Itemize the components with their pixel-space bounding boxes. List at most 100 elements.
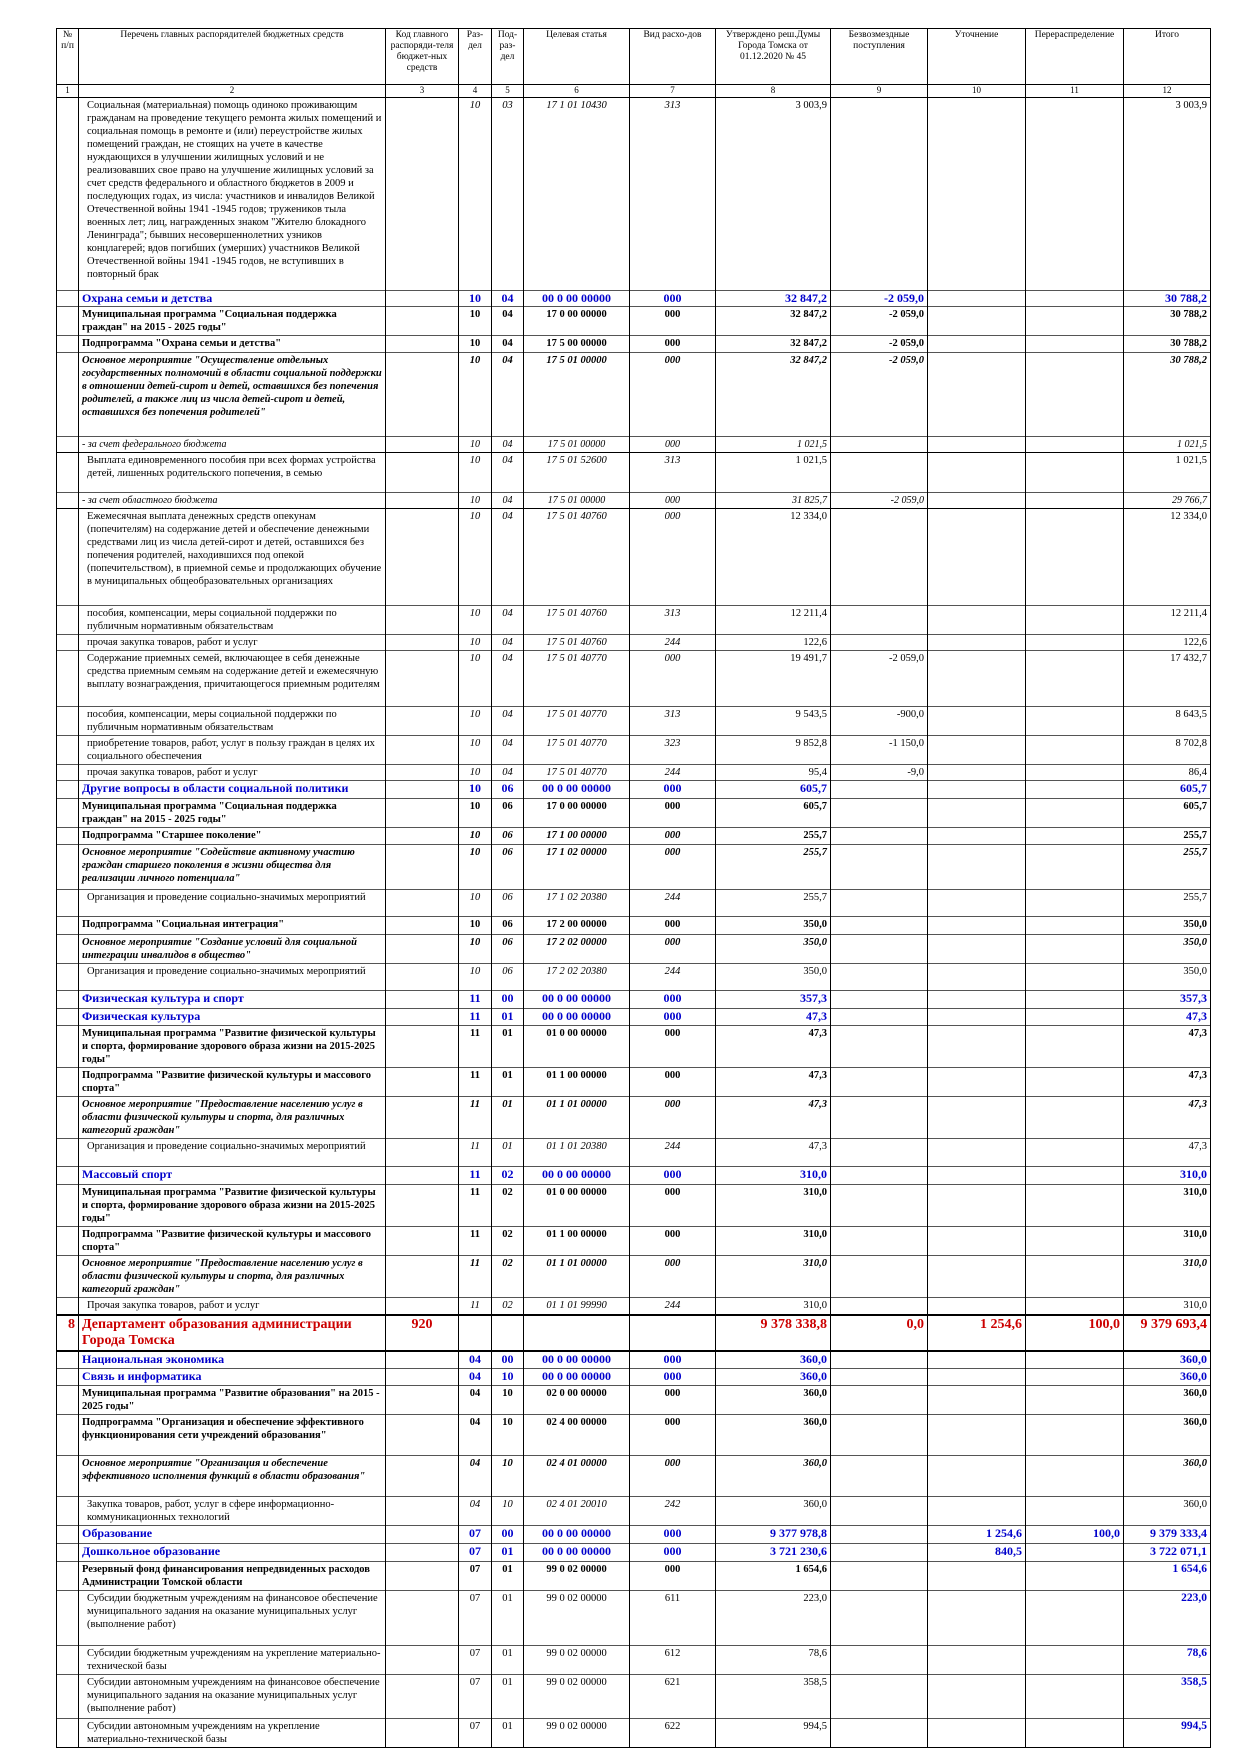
- item-name: Закупка товаров, работ, услуг в сфере ин…: [78, 1496, 386, 1526]
- table-cell: 0,0: [830, 1313, 928, 1352]
- table-cell: 86,4: [1123, 764, 1211, 781]
- table-cell: [385, 827, 459, 845]
- column-number: 1: [56, 84, 79, 98]
- table-cell: 04: [491, 706, 524, 736]
- table-cell: 10: [458, 735, 492, 765]
- table-cell: [830, 1297, 928, 1315]
- table-cell: 02 0 00 00000: [523, 1385, 630, 1415]
- table-cell: [385, 1008, 459, 1026]
- table-cell: 611: [629, 1590, 716, 1646]
- table-cell: 255,7: [1123, 889, 1211, 917]
- table-cell: [830, 889, 928, 917]
- table-cell: [1025, 1138, 1124, 1167]
- table-cell: 10: [458, 335, 492, 353]
- table-cell: 17 5 01 00000: [523, 492, 630, 509]
- table-cell: [830, 1385, 928, 1415]
- table-cell: [385, 97, 459, 291]
- item-name: Подпрограмма "Охрана семьи и детства": [78, 335, 386, 353]
- table-cell: 10: [458, 452, 492, 493]
- table-cell: 47,3: [715, 1096, 831, 1139]
- header-cell: Итого: [1123, 28, 1211, 85]
- table-cell: [1025, 798, 1124, 828]
- table-cell: [927, 97, 1026, 291]
- table-cell: 17 1 01 10430: [523, 97, 630, 291]
- table-cell: 01 1 01 99990: [523, 1297, 630, 1315]
- table-cell: [385, 934, 459, 964]
- item-name: - за счет федерального бюджета: [78, 436, 386, 453]
- table-cell: 47,3: [715, 1025, 831, 1068]
- item-name: Национальная экономика: [78, 1350, 386, 1369]
- table-cell: 244: [629, 1297, 716, 1315]
- table-cell: 47,3: [715, 1067, 831, 1097]
- item-name: Подпрограмма "Организация и обеспечение …: [78, 1414, 386, 1456]
- item-name: прочая закупка товаров, работ и услуг: [78, 764, 386, 781]
- table-cell: 17 5 01 00000: [523, 436, 630, 453]
- table-row: Подпрограмма "Охрана семьи и детства" 10 0…: [56, 335, 1211, 353]
- table-cell: 920: [385, 1313, 459, 1352]
- table-cell: 000: [629, 1184, 716, 1227]
- table-cell: 32 847,2: [715, 352, 831, 437]
- table-row: Организация и проведение социально-значи…: [56, 963, 1211, 991]
- table-cell: [56, 1414, 79, 1456]
- table-cell: 06: [491, 889, 524, 917]
- table-cell: 10: [458, 934, 492, 964]
- table-row: Другие вопросы в области социальной поли…: [56, 780, 1211, 799]
- table-cell: [830, 1350, 928, 1369]
- table-cell: [1025, 650, 1124, 707]
- table-cell: [1025, 780, 1124, 799]
- table-row: Охрана семьи и детства 10 04 00 0 00 00000 0…: [56, 290, 1211, 307]
- table-row: Основное мероприятие "Содействие активно…: [56, 844, 1211, 890]
- table-row: Организация и проведение социально-значи…: [56, 889, 1211, 917]
- table-cell: 04: [491, 306, 524, 336]
- table-cell: 3 722 071,1: [1123, 1543, 1211, 1562]
- table-cell: [830, 605, 928, 635]
- item-name: Основное мероприятие "Осуществление отде…: [78, 352, 386, 437]
- table-cell: 04: [491, 764, 524, 781]
- table-cell: 17 1 02 00000: [523, 844, 630, 890]
- table-cell: 223,0: [715, 1590, 831, 1646]
- item-name: пособия, компенсации, меры социальной по…: [78, 605, 386, 635]
- table-cell: 06: [491, 844, 524, 890]
- table-cell: 255,7: [715, 889, 831, 917]
- table-cell: [385, 634, 459, 651]
- table-cell: 244: [629, 963, 716, 991]
- item-name: Муниципальная программа "Социальная подд…: [78, 306, 386, 336]
- table-cell: [56, 706, 79, 736]
- header-cell: Вид расхо-дов: [629, 28, 716, 85]
- table-cell: [56, 492, 79, 509]
- table-cell: [1025, 764, 1124, 781]
- table-cell: 350,0: [715, 934, 831, 964]
- table-cell: 31 825,7: [715, 492, 831, 509]
- table-cell: 11: [458, 1008, 492, 1026]
- table-cell: [629, 1313, 716, 1352]
- table-cell: 244: [629, 889, 716, 917]
- table-cell: 323: [629, 735, 716, 765]
- table-cell: 350,0: [1123, 916, 1211, 935]
- table-cell: 000: [629, 1096, 716, 1139]
- table-cell: 000: [629, 306, 716, 336]
- table-cell: [385, 1368, 459, 1386]
- table-cell: 10: [458, 508, 492, 606]
- column-number: 12: [1123, 84, 1211, 98]
- table-cell: 360,0: [1123, 1496, 1211, 1526]
- table-cell: [830, 1561, 928, 1591]
- table-cell: [1025, 1543, 1124, 1562]
- table-cell: 000: [629, 916, 716, 935]
- table-cell: 01: [491, 1096, 524, 1139]
- table-cell: 621: [629, 1674, 716, 1719]
- table-row: Физическая культура 11 01 00 0 00 00000 000 4…: [56, 1008, 1211, 1026]
- table-cell: 1 654,6: [1123, 1561, 1211, 1591]
- item-name: приобретение товаров, работ, услуг в пол…: [78, 735, 386, 765]
- table-cell: [927, 1385, 1026, 1415]
- table-row: Субсидии бюджетным учреждениям на укрепл…: [56, 1645, 1211, 1675]
- table-cell: 122,6: [715, 634, 831, 651]
- table-cell: 000: [629, 844, 716, 890]
- table-cell: [56, 1496, 79, 1526]
- header-cell: Перечень главных распорядителей бюджетны…: [78, 28, 386, 85]
- item-name: Основное мероприятие "Создание условий д…: [78, 934, 386, 964]
- table-cell: 10: [458, 844, 492, 890]
- table-cell: [830, 1590, 928, 1646]
- table-cell: 255,7: [715, 844, 831, 890]
- table-cell: 10: [491, 1368, 524, 1386]
